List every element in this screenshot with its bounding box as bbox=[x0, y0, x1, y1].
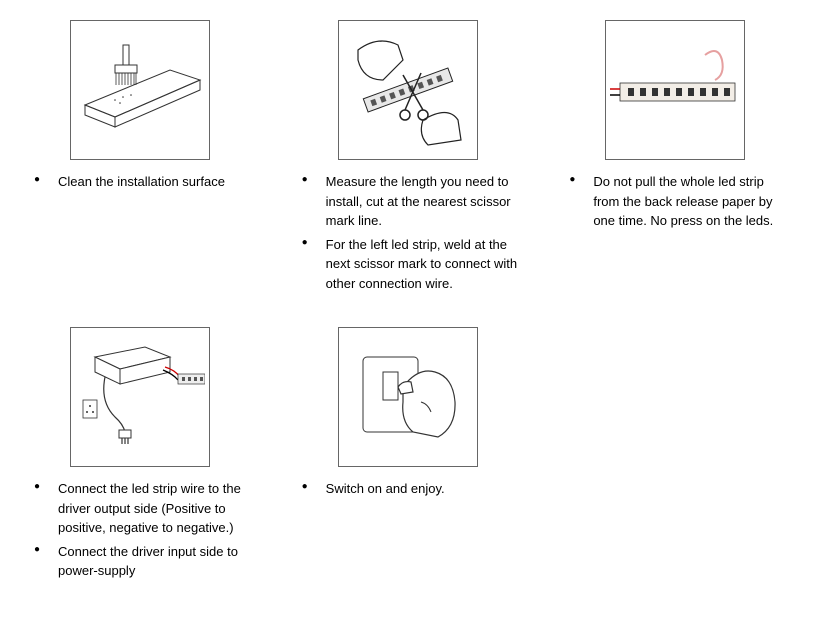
step-bullets: Clean the installation surface bbox=[30, 172, 258, 196]
step-bullets: Switch on and enjoy. bbox=[298, 479, 526, 503]
step-release-paper: Do not pull the whole led strip from the… bbox=[565, 20, 793, 297]
bullet-text: Do not pull the whole led strip from the… bbox=[565, 172, 793, 231]
illustration-switch bbox=[338, 327, 478, 467]
bullet-text: Connect the led strip wire to the driver… bbox=[30, 479, 258, 538]
illustration-cut bbox=[338, 20, 478, 160]
illustration-driver bbox=[70, 327, 210, 467]
illustration-clean bbox=[70, 20, 210, 160]
bullet-text: Measure the length you need to install, … bbox=[298, 172, 526, 231]
step-connect-driver: Connect the led strip wire to the driver… bbox=[30, 327, 258, 585]
bullet-text: Switch on and enjoy. bbox=[298, 479, 526, 499]
bullet-text: For the left led strip, weld at the next… bbox=[298, 235, 526, 294]
bullet-text: Connect the driver input side to power-s… bbox=[30, 542, 258, 581]
step-switch-on: Switch on and enjoy. bbox=[298, 327, 526, 585]
step-bullets: Do not pull the whole led strip from the… bbox=[565, 172, 793, 235]
empty-cell bbox=[565, 327, 793, 585]
bullet-text: Clean the installation surface bbox=[30, 172, 258, 192]
step-bullets: Measure the length you need to install, … bbox=[298, 172, 526, 297]
step-measure-cut: Measure the length you need to install, … bbox=[298, 20, 526, 297]
step-bullets: Connect the led strip wire to the driver… bbox=[30, 479, 258, 585]
illustration-release bbox=[605, 20, 745, 160]
step-clean-surface: Clean the installation surface bbox=[30, 20, 258, 297]
